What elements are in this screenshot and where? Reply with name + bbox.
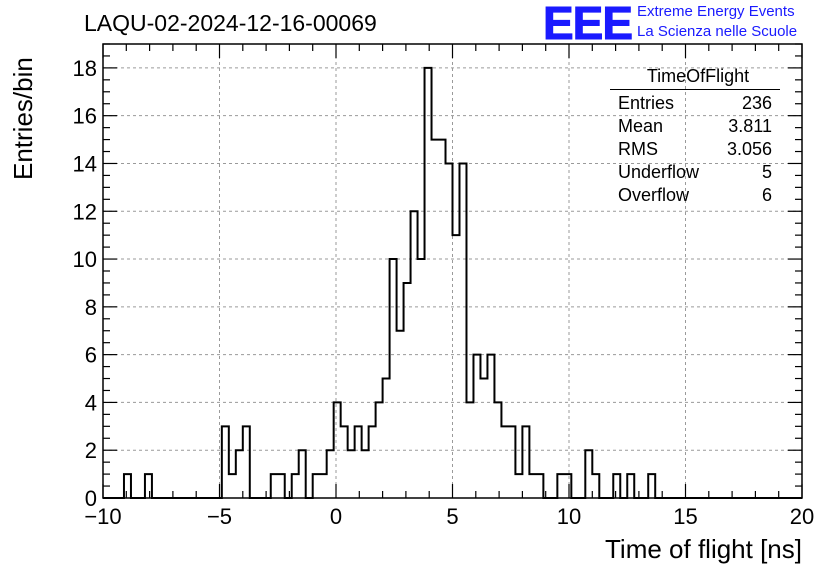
histogram-bin — [487, 355, 494, 498]
x-tick-label: 10 — [557, 504, 581, 529]
logo-subtitle-line1: Extreme Energy Events — [637, 3, 795, 20]
stats-label: Underflow — [618, 162, 700, 182]
y-tick-label: 4 — [85, 390, 97, 415]
histogram-bin — [494, 402, 501, 498]
histogram-bin — [585, 450, 592, 498]
logo-subtitle-line2: La Scienza nelle Scuole — [637, 23, 798, 40]
axis-ticks — [102, 43, 803, 499]
histogram-bin — [327, 450, 334, 498]
stats-row-mean: Mean 3.811 — [610, 115, 780, 138]
x-axis-label: Time of flight [ns] — [605, 534, 802, 564]
histogram-bin — [124, 474, 131, 498]
stats-box-title: TimeOfFlight — [610, 66, 780, 90]
y-tick-label: 12 — [73, 199, 97, 224]
y-axis-label-wrapper: Entries/bin — [8, 57, 38, 190]
stats-label: Entries — [618, 93, 675, 113]
histogram-bin — [592, 474, 599, 498]
stats-row-rms: RMS 3.056 — [610, 138, 780, 161]
run-title: LAQU-02-2024-12-16-00069 — [84, 10, 377, 36]
histogram-bin — [529, 474, 536, 498]
stats-row-underflow: Underflow 5 — [610, 161, 780, 184]
histogram-bin — [480, 379, 487, 498]
histogram-bin — [320, 474, 327, 498]
histogram-bin — [404, 283, 411, 498]
histogram-bin — [439, 140, 446, 498]
histogram-bin — [613, 474, 620, 498]
histogram-bin — [355, 426, 362, 498]
histogram-bin — [362, 450, 369, 498]
x-tick-label: 0 — [330, 504, 342, 529]
histogram-bin — [271, 474, 278, 498]
histogram-bin — [278, 474, 285, 498]
histogram-bin — [536, 474, 543, 498]
histogram-bin — [453, 235, 460, 498]
stats-label: Overflow — [618, 185, 690, 205]
y-tick-label: 0 — [85, 486, 97, 511]
x-tick-label: −5 — [207, 504, 232, 529]
histogram-bin — [383, 379, 390, 498]
histogram-bin — [418, 259, 425, 498]
y-tick-label: 10 — [73, 247, 97, 272]
eee-logo: EEE Extreme Energy Events La Scienza nel… — [542, 0, 833, 50]
y-axis-label: Entries/bin — [8, 57, 38, 180]
histogram-bin — [473, 355, 480, 498]
histogram-bin — [648, 474, 655, 498]
stats-label: RMS — [618, 139, 658, 159]
histogram-bin — [390, 259, 397, 498]
y-tick-label: 14 — [73, 151, 97, 176]
stats-value: 3.811 — [728, 116, 772, 136]
x-tick-label: 5 — [446, 504, 458, 529]
histogram-bin — [292, 474, 299, 498]
y-tick-label: 2 — [85, 438, 97, 463]
histogram-bin — [145, 474, 152, 498]
histogram-bin — [313, 474, 320, 498]
stats-box: TimeOfFlight Entries 236 Mean 3.811 RMS … — [610, 66, 780, 207]
histogram-bin — [376, 402, 383, 498]
x-tick-label: 15 — [673, 504, 697, 529]
histogram-bin — [459, 163, 466, 498]
y-tick-label: 18 — [73, 56, 97, 81]
stats-value: 6 — [761, 185, 772, 205]
histogram-bin — [501, 426, 508, 498]
histogram-bin — [229, 474, 236, 498]
histogram-bin — [515, 474, 522, 498]
stats-value: 3.056 — [726, 139, 772, 159]
tick-labels: −10 −5 0 5 10 15 20 0 2 4 6 8 10 12 14 16 18 — [73, 56, 815, 529]
histogram-bin — [466, 402, 473, 498]
logo-mark: EEE — [542, 0, 633, 50]
grid-lines — [103, 44, 802, 498]
histogram-bin — [334, 402, 341, 498]
y-tick-label: 8 — [85, 295, 97, 320]
stats-row-overflow: Overflow 6 — [610, 184, 780, 207]
stats-label: Mean — [618, 116, 664, 136]
histogram-bin — [627, 474, 634, 498]
histogram-bin — [348, 450, 355, 498]
histogram-bin — [243, 426, 250, 498]
stats-row-entries: Entries 236 — [610, 92, 780, 115]
y-tick-label: 16 — [73, 104, 97, 129]
histogram-bin — [222, 426, 229, 498]
histogram-bin — [564, 474, 571, 498]
histogram-bin — [508, 426, 515, 498]
x-tick-label: 20 — [790, 504, 814, 529]
stats-value: 5 — [761, 162, 772, 182]
histogram-bin — [341, 426, 348, 498]
histogram-bin — [425, 68, 432, 498]
histogram-bin — [446, 163, 453, 498]
histogram-bin — [236, 450, 243, 498]
histogram-bin — [432, 140, 439, 498]
histogram-bin — [522, 426, 529, 498]
y-tick-label: 6 — [85, 343, 97, 368]
histogram-bin — [411, 211, 418, 498]
histogram-bin — [397, 331, 404, 498]
histogram-bin — [557, 474, 564, 498]
histogram-bin — [299, 450, 306, 498]
stats-value: 236 — [741, 93, 772, 113]
histogram-bin — [369, 426, 376, 498]
x-tick-label: −10 — [84, 504, 121, 529]
